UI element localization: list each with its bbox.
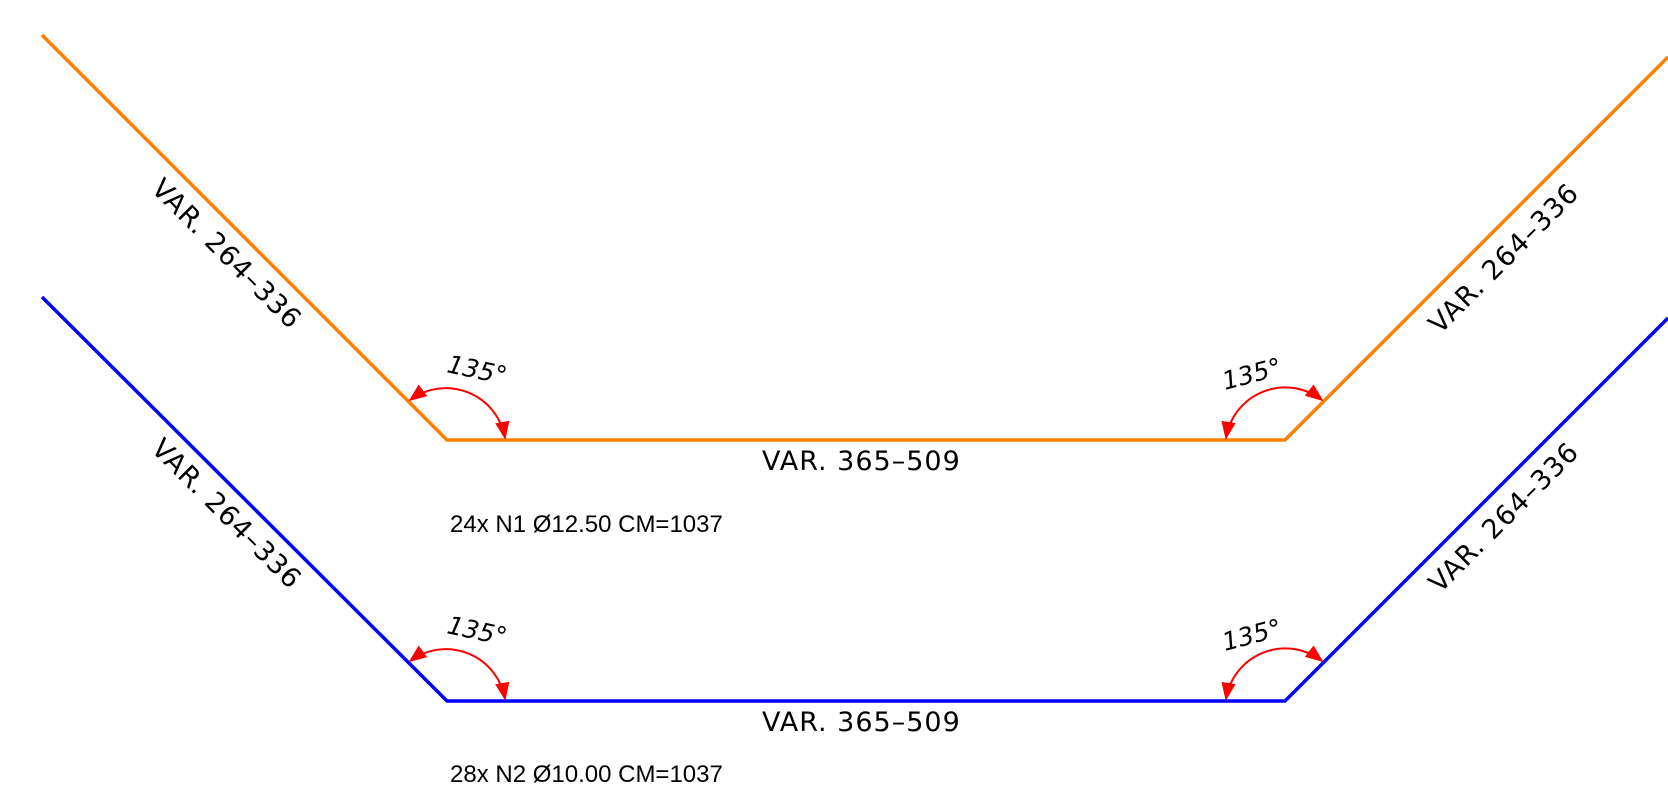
bar-n2-right-leg-label: VAR. 264–336 [1423,436,1585,598]
bar-n1-polyline [40,33,1668,442]
bar-n2-spec-label: 28x N2 Ø10.00 CM=1037 [450,761,723,788]
bar-n2-right-angle-dimension: 135° [1219,613,1324,701]
bar-n1-base-label: VAR. 365–509 [762,446,961,477]
bar-n2-polyline [40,295,1668,703]
bar-n2-left-angle-arc [408,645,510,701]
bar-n1-right-angle-dimension: 135° [1219,352,1324,440]
bar-n1-right-angle-arc [1221,384,1324,440]
bar-n2-left-leg-label: VAR. 264–336 [145,433,307,595]
bar-n1-spec-label: 24x N1 Ø12.50 CM=1037 [450,511,723,538]
bar-n1-right-leg-label: VAR. 264–336 [1423,177,1585,339]
bar-n1-left-angle-arc [408,384,510,440]
bar-shape-n1: VAR. 264–336 VAR. 264–336 VAR. 365–509 1… [40,33,1668,538]
bar-n2-right-angle-arc [1221,645,1324,701]
bar-n1-left-angle-label: 135° [445,350,510,391]
bar-n2-base-label: VAR. 365–509 [762,707,961,738]
bar-shape-n2: VAR. 264–336 VAR. 264–336 VAR. 365–509 1… [40,295,1668,788]
bar-n1-left-angle-dimension: 135° [408,350,510,440]
bar-n2-left-angle-label: 135° [445,611,510,652]
bar-n2-left-angle-dimension: 135° [408,611,510,701]
bar-n1-left-leg-label: VAR. 264–336 [145,173,307,335]
